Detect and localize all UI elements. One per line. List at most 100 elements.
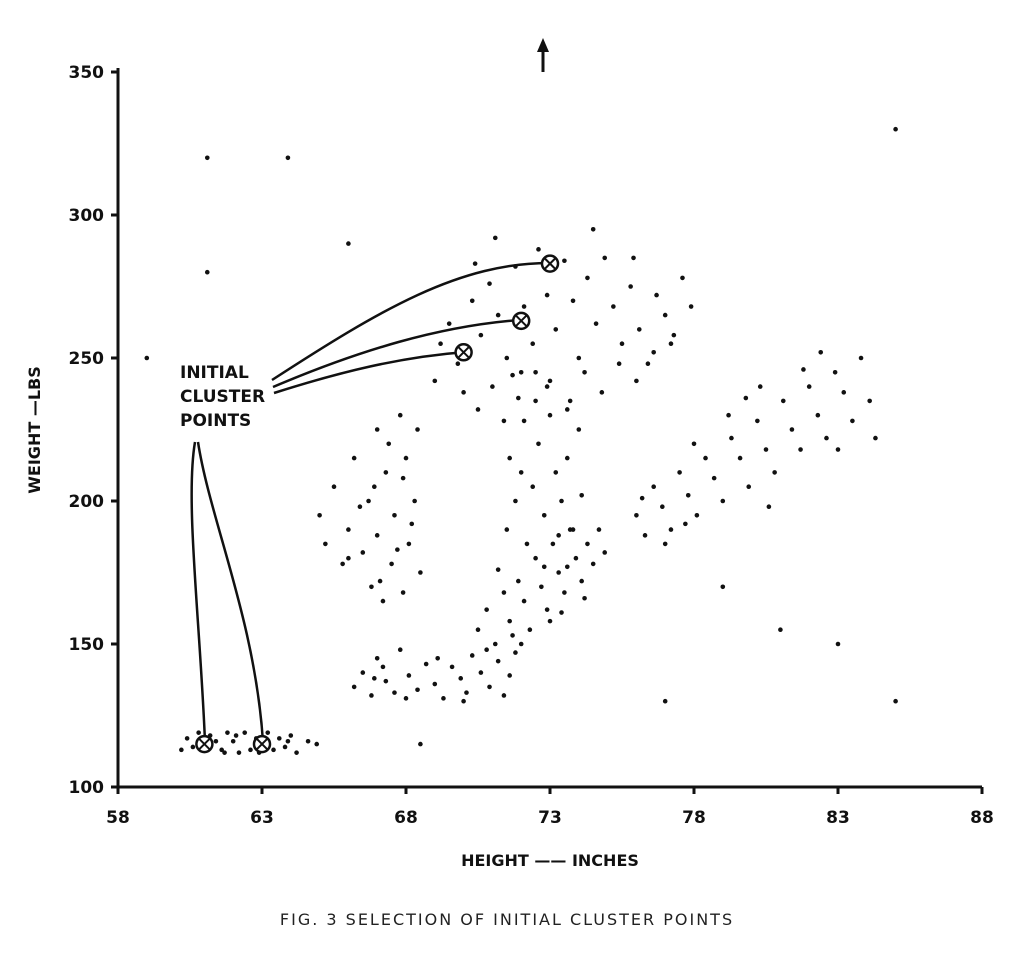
data-point — [446, 321, 452, 326]
x-tick-label-63: 63 — [250, 808, 274, 828]
data-point — [305, 738, 311, 744]
data-point — [383, 470, 389, 475]
data-point — [576, 427, 582, 432]
leader-line-72-263 — [272, 318, 520, 389]
data-point — [204, 155, 210, 161]
data-point — [242, 730, 248, 735]
data-point — [778, 627, 783, 632]
data-point — [432, 378, 438, 384]
data-point — [190, 744, 196, 750]
data-point — [559, 610, 564, 615]
data-point — [651, 349, 656, 355]
data-point — [628, 284, 633, 289]
data-point — [527, 627, 533, 632]
data-point — [461, 390, 466, 395]
data-point — [766, 504, 772, 510]
data-point — [556, 533, 561, 538]
cluster-point-marker — [252, 734, 272, 754]
data-point — [789, 427, 795, 432]
data-point — [475, 627, 481, 632]
data-point — [547, 412, 553, 418]
data-point — [369, 693, 374, 698]
data-point — [406, 541, 412, 547]
data-point — [711, 475, 717, 481]
data-point — [576, 355, 582, 361]
data-point — [585, 275, 590, 281]
data-point — [685, 492, 691, 498]
data-point — [726, 412, 731, 418]
x-axis-title: HEIGHT —— INCHES — [461, 851, 639, 870]
data-point — [435, 656, 440, 661]
data-point — [582, 595, 587, 601]
data-point — [374, 427, 380, 432]
data-point — [668, 527, 674, 532]
data-point — [553, 470, 559, 475]
cluster-point-marker — [540, 254, 560, 273]
data-point — [720, 498, 726, 504]
data-point — [501, 418, 507, 424]
data-point — [662, 541, 668, 547]
data-point — [288, 733, 294, 738]
data-point — [487, 281, 492, 286]
data-point — [285, 738, 291, 744]
data-point — [409, 521, 415, 527]
data-point — [222, 750, 227, 755]
data-point — [533, 555, 538, 561]
data-point — [248, 747, 253, 753]
initial-cluster-markers — [195, 254, 560, 754]
data-point — [418, 570, 423, 575]
data-point — [544, 292, 550, 298]
data-point — [495, 658, 501, 664]
cluster-point-marker — [511, 311, 531, 331]
data-point — [893, 126, 898, 132]
data-point — [455, 361, 461, 367]
data-point — [423, 661, 429, 667]
data-point — [507, 673, 512, 678]
data-point — [780, 398, 786, 404]
leader-line-63-115 — [196, 441, 265, 743]
data-point — [478, 670, 484, 675]
data-point — [631, 255, 636, 261]
data-point — [801, 367, 806, 372]
data-point — [662, 698, 668, 704]
data-point — [873, 435, 878, 441]
ticks: 58 63 68 73 78 83 88 100 150 200 250 300 350 — [69, 63, 994, 828]
data-point — [746, 484, 752, 490]
data-point — [340, 561, 345, 567]
data-point — [671, 332, 677, 338]
data-point — [536, 441, 541, 447]
data-point — [386, 441, 392, 447]
annotation-label: INITIAL CLUSTER POINTS — [180, 363, 265, 431]
data-point — [225, 730, 230, 735]
data-point — [835, 447, 841, 452]
data-point — [533, 370, 538, 375]
data-point — [213, 738, 219, 744]
data-point — [680, 275, 685, 281]
annotation-leader-lines — [190, 261, 553, 743]
data-point — [418, 741, 423, 747]
data-point — [518, 641, 524, 647]
y-tick-label-300: 300 — [69, 206, 105, 226]
data-point — [539, 584, 544, 590]
data-point — [642, 533, 648, 538]
data-point — [204, 269, 210, 275]
data-point — [507, 455, 512, 461]
data-point — [691, 441, 697, 447]
data-point — [461, 698, 466, 704]
data-point — [596, 527, 602, 532]
data-point — [323, 541, 328, 547]
data-point — [559, 498, 564, 504]
data-point — [570, 298, 576, 304]
data-point — [562, 590, 567, 595]
data-point — [772, 470, 777, 475]
data-point — [651, 484, 656, 490]
data-point — [484, 607, 489, 612]
data-point — [392, 513, 397, 518]
data-point — [677, 470, 682, 475]
y-tick-label-100: 100 — [69, 778, 105, 798]
data-point — [374, 533, 380, 538]
data-point — [369, 584, 374, 590]
data-point — [374, 656, 380, 661]
data-point — [271, 747, 276, 753]
